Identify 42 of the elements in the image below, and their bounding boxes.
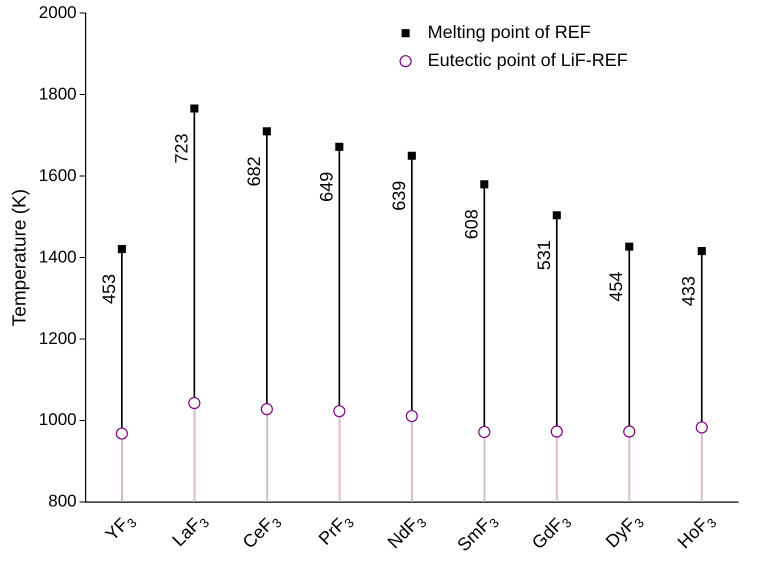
annotation: 649 xyxy=(316,172,336,202)
x-tick-label: GdF3 xyxy=(528,514,575,554)
point xyxy=(335,142,344,151)
point xyxy=(552,211,561,220)
point xyxy=(480,180,488,188)
x-tick-label: CeF3 xyxy=(238,514,285,552)
legend-label: Eutectic point of LiF-REF xyxy=(428,50,628,70)
point xyxy=(478,426,490,438)
x-tick-label: LaF3 xyxy=(168,514,212,550)
annotation: 682 xyxy=(244,156,264,186)
point xyxy=(625,242,634,251)
point xyxy=(550,425,563,438)
y-tick-label: 2000 xyxy=(38,2,77,22)
annotation: 453 xyxy=(98,274,119,304)
annotation: 723 xyxy=(171,133,192,164)
annotation: 454 xyxy=(606,272,626,302)
point xyxy=(623,425,636,438)
y-tick-label: 800 xyxy=(48,492,77,511)
legend-label: Melting point of REF xyxy=(428,22,591,42)
annotation: 433 xyxy=(678,276,699,306)
y-axis-title: Temperature (K) xyxy=(10,188,31,326)
y-tick-label: 1600 xyxy=(38,166,77,185)
y-tick-label: 1000 xyxy=(38,410,77,430)
point xyxy=(408,152,416,160)
y-tick-label: 1400 xyxy=(38,247,77,266)
point xyxy=(118,245,126,254)
point xyxy=(116,427,128,440)
annotation: 531 xyxy=(534,240,554,270)
point xyxy=(260,403,273,416)
annotation: 639 xyxy=(388,180,409,211)
y-tick-label: 1800 xyxy=(38,84,77,104)
point xyxy=(190,104,198,113)
point xyxy=(696,421,708,434)
point xyxy=(188,396,200,410)
y-tick-label: 1200 xyxy=(38,328,77,348)
annotation: 608 xyxy=(461,209,482,240)
point xyxy=(333,405,346,418)
point xyxy=(406,410,418,422)
x-tick-label: PrF3 xyxy=(314,514,358,549)
x-tick-label: YF3 xyxy=(102,514,140,545)
point xyxy=(262,127,271,136)
point xyxy=(698,247,706,256)
